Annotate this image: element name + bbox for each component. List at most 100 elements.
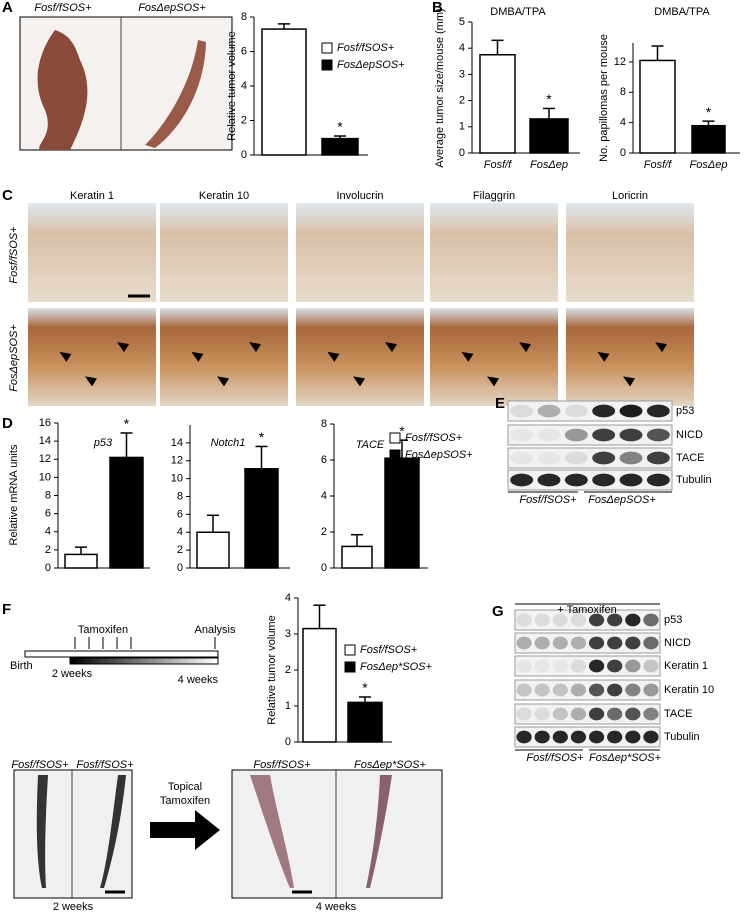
bar [109,456,144,569]
legend-label: Fosf/fSOS+ [360,644,418,656]
bar [479,54,516,154]
panel-letter: G [492,603,504,620]
y-tick-label: 0 [285,736,291,748]
y-tick-label: 12 [171,455,183,467]
arrowhead [385,342,397,353]
tissue-section [160,308,288,406]
arrow-label: Topical [168,781,202,793]
blot-band [592,451,616,465]
blot-band [588,707,605,721]
bar [529,118,569,154]
bar [321,137,359,156]
y-tick-label: 0 [241,149,247,161]
image-label: Fosf/fSOS+ [253,759,311,771]
arrowhead [461,351,474,362]
image-label: FosΔep*SOS+ [354,759,426,771]
y-tick-label: 2 [285,664,291,676]
significance: * [337,119,343,135]
panel-letter: C [2,187,13,204]
blot-strip [514,726,661,748]
chart-title: Notch1 [211,437,246,449]
legend-swatch [321,42,333,54]
significance: * [546,91,552,107]
y-tick-label: 8 [177,490,183,502]
column-label: Keratin 1 [70,190,114,202]
bar [244,468,279,569]
y-tick-label: 2 [321,526,327,538]
y-tick-label: 4 [45,526,51,538]
tissue-section [28,308,156,406]
tail-photo [100,775,126,888]
band-label: TACE [664,708,693,720]
blot-strip [514,703,661,725]
blot-strip [514,679,661,701]
legend-swatch [389,432,401,444]
x-tick-label: Fosf/f [644,159,672,171]
caption: 4 weeks [316,901,357,913]
bar [64,553,98,569]
blot-band [516,659,532,673]
y-axis-label: No. papillomas per mouse [598,34,610,162]
significance: * [362,680,368,696]
blot-band [643,636,659,650]
blot-band [534,707,550,721]
blot-band [552,683,568,697]
y-tick-label: 0 [177,562,183,574]
y-tick-label: 0 [45,562,51,574]
blot-band [607,659,623,673]
y-tick-label: 0 [321,562,327,574]
blot-band [510,473,534,487]
y-tick-label: 6 [321,454,327,466]
y-tick-label: 1 [285,700,291,712]
blot-band [510,451,534,465]
y-tick-label: 6 [177,508,183,520]
y-tick-label: 4 [285,592,291,604]
blot-band [552,636,568,650]
legend-swatch [389,449,401,461]
y-tick-label: 8 [620,86,626,98]
significance: * [124,416,130,432]
blot-band [643,683,659,697]
blot-band [534,683,550,697]
arrowhead [191,351,204,362]
blot-band [625,683,641,697]
blot-band [607,730,623,744]
arrowhead [623,376,635,387]
blot-band [646,451,670,465]
image-label: Fosf/fSOS+ [34,2,92,14]
blot-band [646,473,670,487]
blot-strip [514,632,661,654]
tissue-section [566,203,694,302]
tissue-section [430,203,558,302]
significance: * [706,104,712,120]
blot-band [619,451,643,465]
panel-letter: D [2,415,13,432]
blot-band [516,636,532,650]
blot-band [516,613,532,627]
blot-band [588,683,605,697]
tissue-section [566,308,694,406]
blot-band [643,659,659,673]
y-axis-label: Average tumor size/mouse (mm) [434,8,446,167]
blot-band [534,730,550,744]
y-tick-label: 8 [45,489,51,501]
blot-band [564,473,588,487]
blot-band [510,428,534,442]
panel-letter: F [2,601,11,618]
group-label: Fosf/fSOS+ [519,494,577,506]
panel-letter: B [432,0,443,16]
y-tick-label: 10 [39,471,51,483]
arrowhead [217,376,229,387]
blot-band [537,404,561,418]
timeline-label: 4 weeks [178,674,219,686]
blot-band [552,613,568,627]
legend-label: FosΔep*SOS+ [360,661,432,673]
y-tick-label: 1 [459,121,465,133]
y-tick-label: 12 [614,56,626,68]
blot-band [534,613,550,627]
band-label: TACE [676,452,705,464]
arrowhead [597,351,610,362]
blot-band [625,636,641,650]
y-tick-label: 8 [241,11,247,23]
x-tick-label: FosΔep [690,159,728,171]
